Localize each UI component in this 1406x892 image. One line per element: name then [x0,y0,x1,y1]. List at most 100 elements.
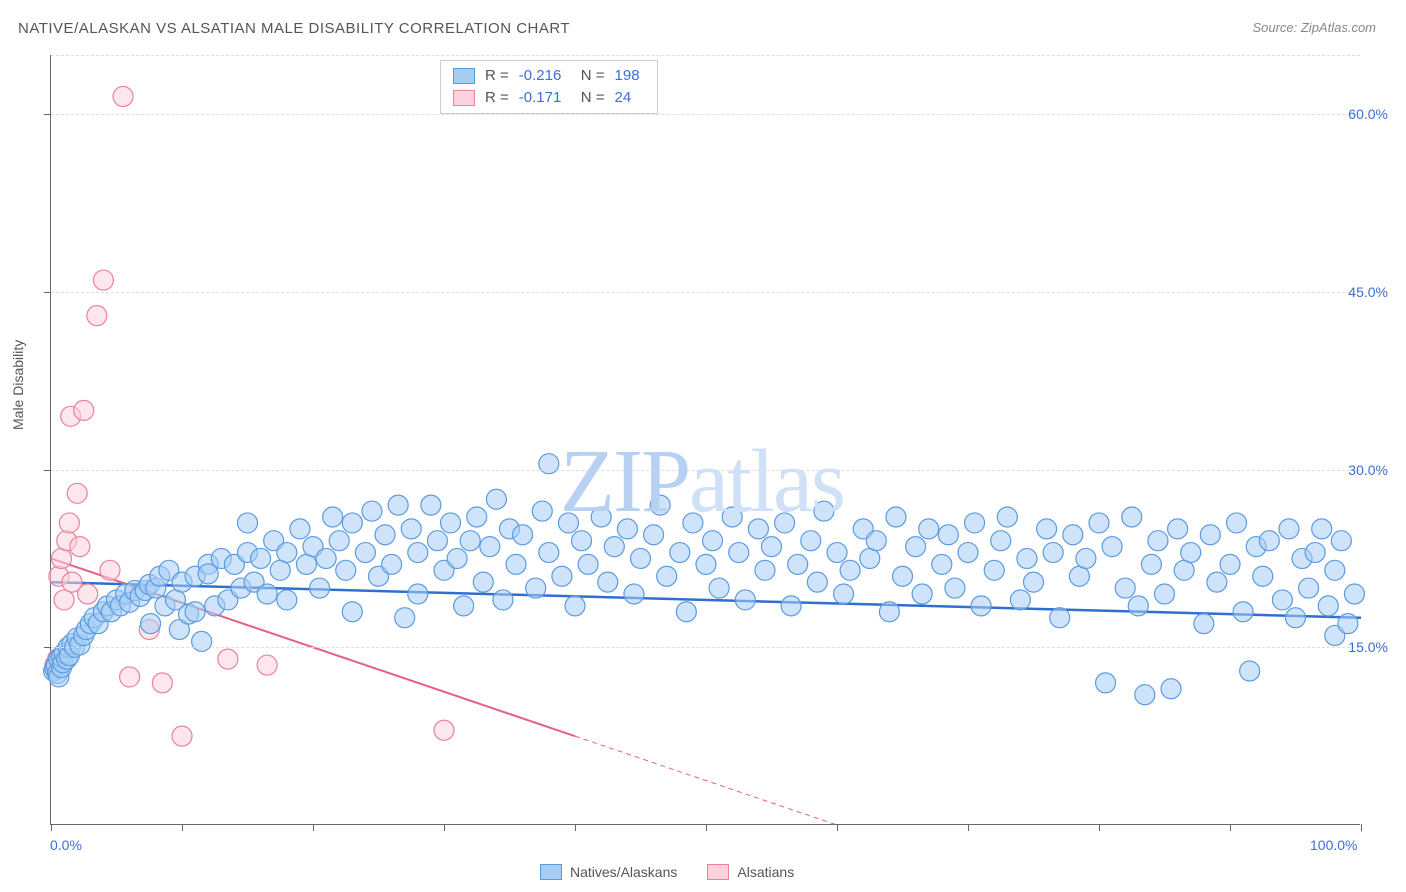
x-tick [182,824,183,831]
data-point-blue [257,584,277,604]
x-tick [313,824,314,831]
data-point-blue [644,525,664,545]
data-point-blue [1043,543,1063,563]
data-point-blue [1331,531,1351,551]
data-point-pink [100,560,120,580]
data-point-blue [532,501,552,521]
x-tick [51,824,52,831]
data-point-pink [172,726,192,746]
data-point-pink [257,655,277,675]
data-point-blue [1010,590,1030,610]
data-point-blue [316,548,336,568]
data-point-blue [624,584,644,604]
data-point-blue [788,554,808,574]
data-point-blue [781,596,801,616]
legend-label: Natives/Alaskans [570,864,677,880]
y-tick [44,292,51,293]
legend-n-value: 198 [615,65,645,87]
data-point-blue [1076,548,1096,568]
chart-plot-area [50,55,1360,825]
data-point-blue [355,543,375,563]
data-point-blue [984,560,1004,580]
data-point-blue [893,566,913,586]
data-point-blue [513,525,533,545]
data-point-blue [591,507,611,527]
data-point-blue [480,537,500,557]
data-point-blue [958,543,978,563]
data-point-blue [1069,566,1089,586]
data-point-blue [395,608,415,628]
data-point-blue [388,495,408,515]
data-point-blue [735,590,755,610]
data-point-pink [152,673,172,693]
data-point-blue [441,513,461,533]
data-point-blue [919,519,939,539]
data-point-blue [192,631,212,651]
data-point-blue [1299,578,1319,598]
data-point-pink [87,306,107,326]
data-point-blue [467,507,487,527]
grid-line [51,470,1360,471]
data-point-blue [375,525,395,545]
legend-item: Alsatians [707,864,794,880]
data-point-blue [722,507,742,527]
data-point-blue [277,590,297,610]
data-point-blue [565,596,585,616]
data-point-blue [604,537,624,557]
data-point-pink [70,537,90,557]
data-point-blue [1272,590,1292,610]
data-point-blue [1227,513,1247,533]
x-tick [575,824,576,831]
data-point-blue [906,537,926,557]
legend-swatch [707,864,729,880]
data-point-blue [879,602,899,622]
data-point-pink [54,590,74,610]
data-point-blue [1135,685,1155,705]
data-point-blue [336,560,356,580]
grid-line [51,292,1360,293]
data-point-blue [670,543,690,563]
x-tick [706,824,707,831]
data-point-blue [748,519,768,539]
data-point-blue [362,501,382,521]
data-point-blue [1102,537,1122,557]
data-point-blue [185,602,205,622]
data-point-blue [310,578,330,598]
data-point-blue [408,584,428,604]
data-point-blue [1318,596,1338,616]
data-point-blue [840,560,860,580]
data-point-blue [1338,614,1358,634]
y-tick-label: 30.0% [1348,462,1388,478]
grid-line [51,647,1360,648]
y-tick-label: 60.0% [1348,106,1388,122]
data-point-blue [238,513,258,533]
data-point-blue [1050,608,1070,628]
grid-line [51,55,1360,56]
data-point-blue [1233,602,1253,622]
data-point-blue [486,489,506,509]
data-point-blue [558,513,578,533]
data-point-pink [51,548,71,568]
legend-swatch [453,68,475,84]
legend-label: Alsatians [737,864,794,880]
data-point-blue [460,531,480,551]
data-point-blue [991,531,1011,551]
data-point-blue [1089,513,1109,533]
data-point-blue [493,590,513,610]
data-point-blue [912,584,932,604]
data-point-blue [401,519,421,539]
data-point-blue [1128,596,1148,616]
data-point-blue [703,531,723,551]
data-point-blue [676,602,696,622]
data-point-blue [866,531,886,551]
data-point-blue [323,507,343,527]
legend-swatch [540,864,562,880]
data-point-blue [762,537,782,557]
data-point-blue [631,548,651,568]
data-point-blue [598,572,618,592]
legend-n-label: N = [581,87,605,109]
data-point-blue [1279,519,1299,539]
data-point-pink [218,649,238,669]
data-point-blue [997,507,1017,527]
data-point-blue [578,554,598,574]
